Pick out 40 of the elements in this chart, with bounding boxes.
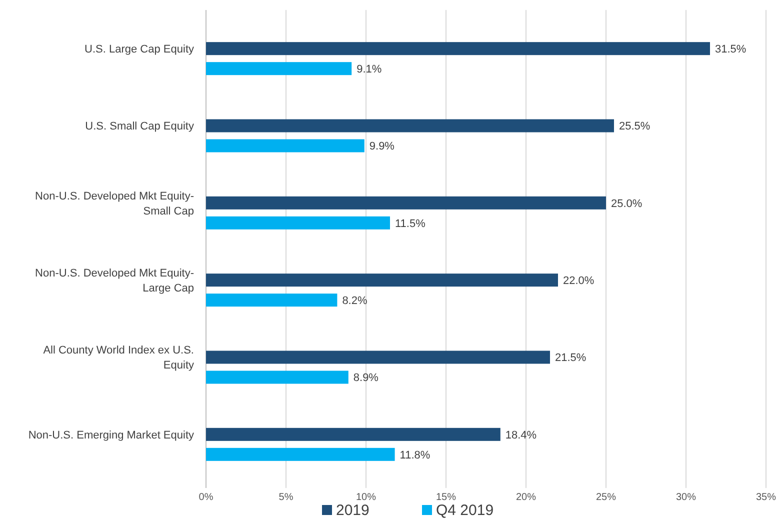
bar bbox=[206, 350, 550, 364]
bar bbox=[206, 196, 606, 210]
bar bbox=[206, 274, 558, 287]
bar bbox=[206, 370, 348, 384]
data-label: 22.0% bbox=[563, 274, 594, 287]
y-tick-label: Non-U.S. Developed Mkt Equity-Small Cap bbox=[35, 190, 194, 218]
x-tick-label: 25% bbox=[596, 492, 616, 503]
y-tick-label: U.S. Small Cap Equity bbox=[85, 120, 194, 133]
data-label: 25.0% bbox=[611, 198, 642, 210]
y-tick-label: Non-U.S. Emerging Market Equity bbox=[28, 429, 194, 442]
data-label: 11.8% bbox=[400, 449, 430, 462]
data-label: 25.5% bbox=[619, 120, 650, 133]
bar bbox=[206, 294, 338, 307]
bar bbox=[206, 428, 500, 441]
y-tick-label: All County World Index ex U.S. Equity bbox=[43, 344, 194, 372]
x-tick-label: 10% bbox=[356, 492, 376, 503]
bar bbox=[206, 119, 614, 132]
bar bbox=[206, 42, 710, 56]
legend-label: Q4 2019 bbox=[436, 502, 494, 519]
x-tick-label: 5% bbox=[278, 492, 294, 503]
bar bbox=[206, 139, 364, 152]
y-tick-label: U.S. Large Cap Equity bbox=[84, 43, 194, 56]
data-label: 18.4% bbox=[505, 429, 537, 442]
data-label: 31.5% bbox=[715, 43, 746, 56]
legend-label: 2019 bbox=[336, 502, 370, 519]
data-label: 9.9% bbox=[369, 140, 395, 153]
data-label: 21.5% bbox=[555, 352, 586, 364]
x-tick-label: 0% bbox=[198, 492, 214, 503]
y-tick-label: Non-U.S. Developed Mkt Equity-Large Cap bbox=[35, 267, 194, 294]
x-tick-label: 20% bbox=[516, 492, 536, 503]
data-label: 11.5% bbox=[395, 218, 426, 230]
bar bbox=[206, 216, 390, 230]
data-label: 9.1% bbox=[356, 63, 382, 76]
bar bbox=[206, 62, 352, 76]
x-tick-label: 30% bbox=[676, 492, 696, 503]
x-tick-label: 15% bbox=[436, 492, 456, 503]
bar bbox=[206, 448, 395, 461]
data-label: 8.9% bbox=[353, 372, 379, 384]
x-tick-label: 35% bbox=[756, 492, 776, 503]
data-label: 8.2% bbox=[342, 294, 368, 307]
